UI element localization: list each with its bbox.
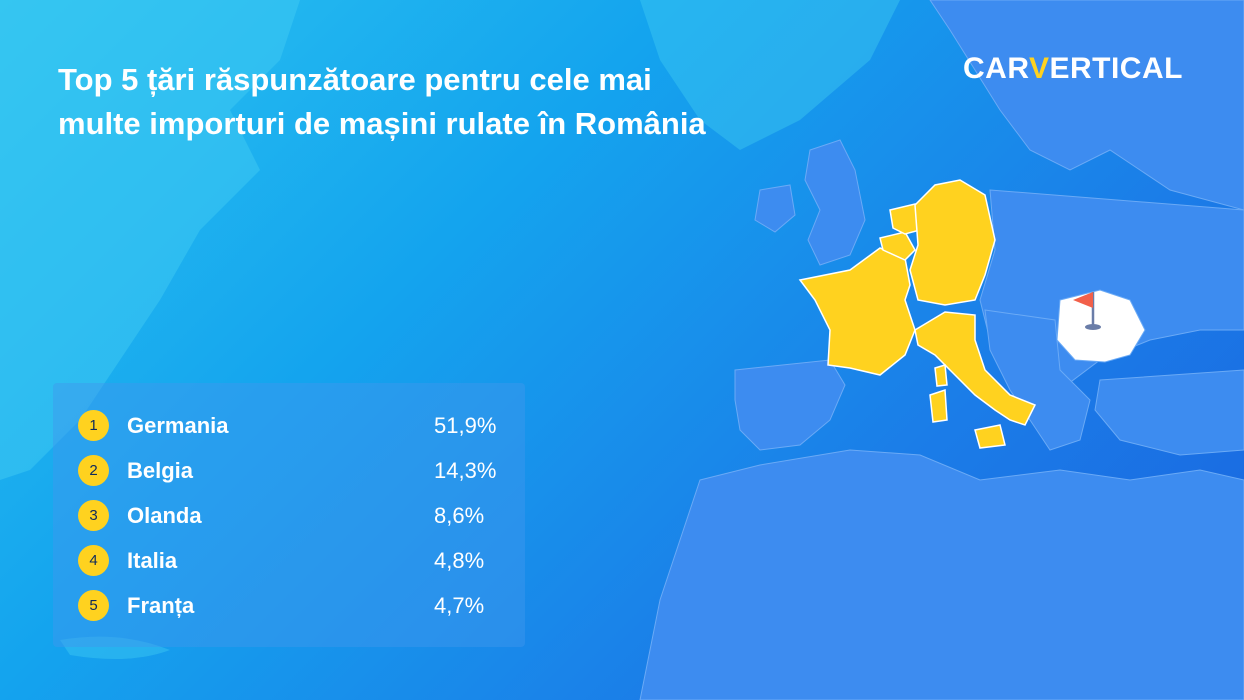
import-share: 4,7%	[434, 593, 485, 618]
romania-destination	[1056, 289, 1146, 363]
turkey-land	[1094, 369, 1244, 456]
greenland-land	[640, 0, 900, 150]
uk-land	[804, 139, 866, 266]
north-africa-land	[639, 449, 1244, 700]
north-america-land	[0, 0, 300, 480]
import-share: 8,6%	[434, 503, 485, 528]
scandinavia-land	[929, 0, 1244, 211]
country-name: Olanda	[127, 503, 202, 528]
import-share: 4,8%	[434, 548, 485, 573]
ranking-row: 3 Olanda 8,6%	[78, 500, 498, 534]
rank-badge: 2	[78, 455, 109, 486]
ranking-row: 2 Belgia 14,3%	[78, 455, 498, 489]
country-name: Germania	[127, 413, 229, 438]
flag-icon	[1073, 292, 1101, 330]
sicily-highlight	[974, 424, 1006, 449]
france-highlight	[798, 247, 916, 376]
sardinia-highlight	[929, 388, 948, 423]
ireland-land	[754, 184, 796, 233]
country-name: Belgia	[127, 458, 194, 483]
country-name: Franța	[127, 593, 195, 618]
ranking-row: 4 Italia 4,8%	[78, 545, 498, 579]
rank-badge: 4	[78, 545, 109, 576]
carvertical-logo: CARVERTICAL	[963, 52, 1183, 85]
belgium-highlight	[879, 231, 916, 261]
rank-badge: 1	[78, 410, 109, 441]
corsica-highlight	[934, 364, 948, 387]
rank-badge: 3	[78, 500, 109, 531]
import-share: 14,3%	[434, 458, 497, 483]
title-line-1: Top 5 țări răspunzătoare pentru cele mai	[58, 62, 652, 97]
ranking-panel: 1 Germania 51,9% 2 Belgia 14,3% 3 Olanda…	[53, 383, 525, 647]
netherlands-highlight	[889, 203, 921, 235]
balkans-land	[984, 309, 1091, 451]
import-share: 51,9%	[434, 413, 497, 438]
title-line-2: multe importuri de mașini rulate în Româ…	[58, 106, 706, 141]
italy-highlight	[914, 311, 1037, 426]
ranking-row: 1 Germania 51,9%	[78, 410, 498, 444]
rank-badge: 5	[78, 590, 109, 621]
page-title: Top 5 țări răspunzătoare pentru cele mai…	[58, 58, 878, 146]
ranking-row: 5 Franța 4,7%	[78, 590, 498, 624]
iberia-land	[734, 359, 846, 451]
germany-highlight	[909, 179, 996, 306]
country-name: Italia	[127, 548, 178, 573]
caribbean-islands	[60, 636, 170, 659]
